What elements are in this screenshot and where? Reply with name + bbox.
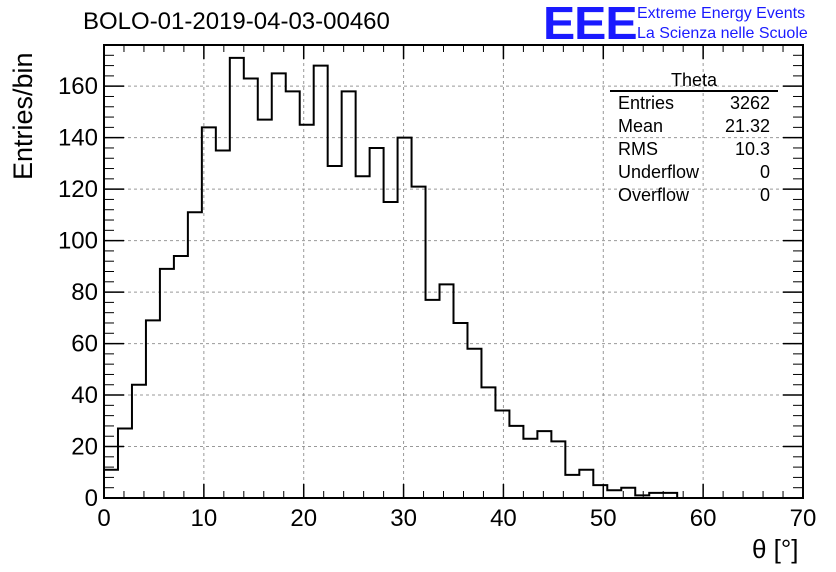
x-axis-label: θ [°] [752,534,799,564]
y-axis-label: Entries/bin [8,52,38,180]
stats-value: 10.3 [734,139,770,159]
axis-ticks [103,44,804,499]
x-tick-label: 0 [97,505,110,532]
stats-label: Overflow [618,185,690,205]
y-tick-label: 40 [71,382,98,409]
stats-label: Entries [618,93,675,113]
stats-label: RMS [618,139,658,159]
y-tick-label: 20 [71,434,98,461]
stats-row-underflow: Underflow 0 [610,161,778,184]
y-tick-label: 120 [58,176,98,203]
stats-box: Theta Entries 3262 Mean 21.32 RMS 10.3 U… [610,70,778,207]
histogram-series [103,56,803,499]
stats-value: 21.32 [724,116,770,136]
stats-title: Theta [610,70,778,92]
y-tick-label: 100 [58,228,98,255]
stats-row-mean: Mean 21.32 [610,115,778,138]
y-tick-label: 140 [58,125,98,152]
stats-value: 3262 [729,93,770,113]
x-tick-label: 30 [390,505,417,532]
stats-row-rms: RMS 10.3 [610,138,778,161]
y-tick-label: 60 [71,331,98,358]
x-tick-label: 10 [191,505,218,532]
y-tick-label: 0 [85,485,98,512]
stats-label: Mean [618,116,664,136]
x-tick-label: 70 [790,505,817,532]
stats-row-entries: Entries 3262 [610,92,778,115]
x-tick-label: 40 [490,505,517,532]
grid-lines [104,45,803,498]
logo-line-2: La Scienza nelle Scuole [637,25,808,42]
stats-row-overflow: Overflow 0 [610,184,778,207]
stats-value: 0 [759,185,770,205]
x-tick-label: 50 [590,505,617,532]
stats-label: Underflow [618,162,700,182]
y-tick-label: 160 [58,73,98,100]
x-tick-label: 20 [290,505,317,532]
y-tick-label: 80 [71,279,98,306]
x-tick-labels: 0 10 20 30 40 50 60 70 [97,505,816,532]
logo-line-1: Extreme Energy Events [637,5,806,22]
stats-value: 0 [759,162,770,182]
chart-title: BOLO-01-2019-04-03-00460 [83,8,390,35]
x-tick-label: 60 [690,505,717,532]
y-tick-labels: 0 20 40 60 80 100 120 140 160 [58,73,98,512]
eee-logo: EEE [543,0,638,49]
